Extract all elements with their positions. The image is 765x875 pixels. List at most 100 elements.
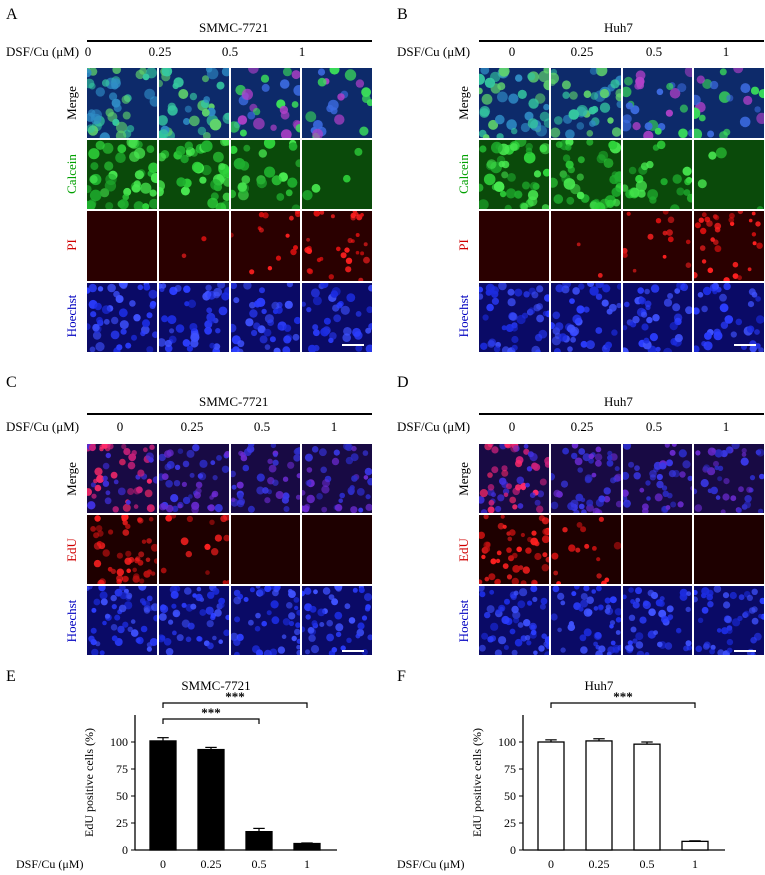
panel-b-row-pi: PI <box>456 239 471 251</box>
panel-d-treatment-label: DSF/Cu (μM) <box>397 419 471 434</box>
panel-d-conc-1: 0.25 <box>570 419 594 434</box>
micrograph-hoechst-3 <box>694 282 764 352</box>
x-tick-label-0: 0 <box>548 857 554 871</box>
micrograph-merge-1 <box>550 68 621 138</box>
y-tick-label: 75 <box>116 762 128 776</box>
significance-bracket-0 <box>550 702 696 708</box>
bar-0 <box>149 740 177 851</box>
panel-b-conc-2: 0.5 <box>645 44 663 59</box>
micrograph-merge-2 <box>230 444 301 513</box>
micrograph-hoechst-2 <box>230 586 301 655</box>
panel-letter-e: E <box>6 668 16 685</box>
panel-d-row-merge: Merge <box>456 462 471 496</box>
panel-b-cell-line: Huh7 <box>604 20 633 35</box>
significance-mark-0: *** <box>613 689 633 704</box>
significance-bracket-0 <box>162 718 260 724</box>
micrograph-hoechst-1 <box>550 282 621 352</box>
micrograph-hoechst-2 <box>622 586 693 655</box>
scale-bar <box>734 344 756 346</box>
panel-c-row-merge: Merge <box>64 462 79 496</box>
micrograph-edu-0 <box>479 515 549 584</box>
panel-b-conc-1: 0.25 <box>570 44 594 59</box>
panel-c-conc-1: 0.25 <box>180 419 204 434</box>
micrograph-pi-2 <box>230 211 301 281</box>
micrograph-merge-0 <box>87 444 157 513</box>
micrograph-merge-2 <box>622 444 693 513</box>
panel-letter-b: B <box>397 6 408 23</box>
y-tick-label: 0 <box>510 843 516 857</box>
micrograph-hoechst-0 <box>479 282 549 352</box>
y-tick-label: 50 <box>504 789 516 803</box>
panel-c-image-grid <box>87 444 372 658</box>
micrograph-merge-0 <box>479 444 549 513</box>
micrograph-edu-3 <box>302 515 372 584</box>
micrograph-calcein-3 <box>302 139 372 209</box>
micrograph-edu-2 <box>230 515 301 584</box>
chart-title: Huh7 <box>585 678 614 693</box>
panel-a-treatment-label: DSF/Cu (μM) <box>6 44 80 59</box>
micrograph-pi-0 <box>87 211 157 281</box>
panel-d-row-hoechst: Hoechst <box>456 599 471 643</box>
panel-a-row-merge: Merge <box>64 86 79 120</box>
y-tick-label: 100 <box>498 735 516 749</box>
micrograph-hoechst-0 <box>87 282 157 352</box>
x-tick-label-3: 1 <box>692 857 698 871</box>
micrograph-hoechst-1 <box>158 586 229 655</box>
panel-d-conc-2: 0.5 <box>645 419 663 434</box>
panel-a-image-grid <box>87 68 372 352</box>
x-tick-label-3: 1 <box>304 857 310 871</box>
micrograph-merge-2 <box>622 68 693 138</box>
bar-2 <box>245 830 273 851</box>
micrograph-pi-2 <box>622 211 693 281</box>
panel-b-treatment-label: DSF/Cu (μM) <box>397 44 471 59</box>
panel-c-cell-line: SMMC-7721 <box>199 394 269 409</box>
panel-d-image-grid <box>479 444 764 658</box>
micrograph-merge-1 <box>550 444 621 513</box>
micrograph-pi-1 <box>550 211 621 281</box>
panel-c-conc-0: 0 <box>116 419 124 434</box>
micrograph-hoechst-3 <box>302 586 372 655</box>
micrograph-pi-0 <box>479 211 549 281</box>
significance-mark-0: *** <box>201 705 221 720</box>
micrograph-edu-1 <box>550 515 621 584</box>
micrograph-merge-0 <box>479 68 549 138</box>
panel-b-header-line <box>479 40 764 42</box>
micrograph-edu-2 <box>622 515 693 584</box>
y-tick-label: 50 <box>116 789 128 803</box>
panel-c-conc-3: 1 <box>330 419 338 434</box>
x-axis-label: DSF/Cu (μM) <box>397 857 464 871</box>
chart-e: SMMC-7721 0 25 50 75 100 EdU positive cells (%… <box>16 678 337 871</box>
micrograph-pi-3 <box>694 211 764 281</box>
micrograph-calcein-2 <box>622 139 693 209</box>
bar-1 <box>197 748 225 851</box>
y-axis-label: EdU positive cells (%) <box>470 728 484 837</box>
panel-letter-d: D <box>397 374 409 391</box>
micrograph-hoechst-0 <box>479 586 549 655</box>
x-tick-label-1: 0.25 <box>589 857 610 871</box>
micrograph-hoechst-1 <box>550 586 621 655</box>
micrograph-calcein-1 <box>550 139 621 209</box>
panel-letter-f: F <box>397 668 406 685</box>
x-tick-label-2: 0.5 <box>640 857 655 871</box>
micrograph-merge-1 <box>158 444 229 513</box>
significance-bracket-1 <box>162 702 308 708</box>
panel-b-row-hoechst: Hoechst <box>456 294 471 338</box>
y-tick-label: 100 <box>110 735 128 749</box>
panel-a-conc-1: 0.25 <box>148 44 172 59</box>
micrograph-calcein-0 <box>479 139 549 209</box>
panel-d-header-line <box>479 413 764 415</box>
micrograph-hoechst-2 <box>230 282 301 352</box>
y-tick-label: 0 <box>122 843 128 857</box>
panel-c-row-edu: EdU <box>64 538 79 562</box>
panel-a-conc-2: 0.5 <box>221 44 239 59</box>
y-tick-label: 75 <box>504 762 516 776</box>
micrograph-hoechst-3 <box>302 282 372 352</box>
panel-a-header-line <box>87 40 372 42</box>
micrograph-merge-1 <box>158 68 229 138</box>
panel-a-row-hoechst: Hoechst <box>64 294 79 338</box>
micrograph-merge-3 <box>302 68 372 138</box>
micrograph-calcein-2 <box>230 139 301 209</box>
panel-a-row-pi: PI <box>64 239 79 251</box>
micrograph-merge-3 <box>302 444 372 513</box>
micrograph-edu-0 <box>87 515 157 584</box>
